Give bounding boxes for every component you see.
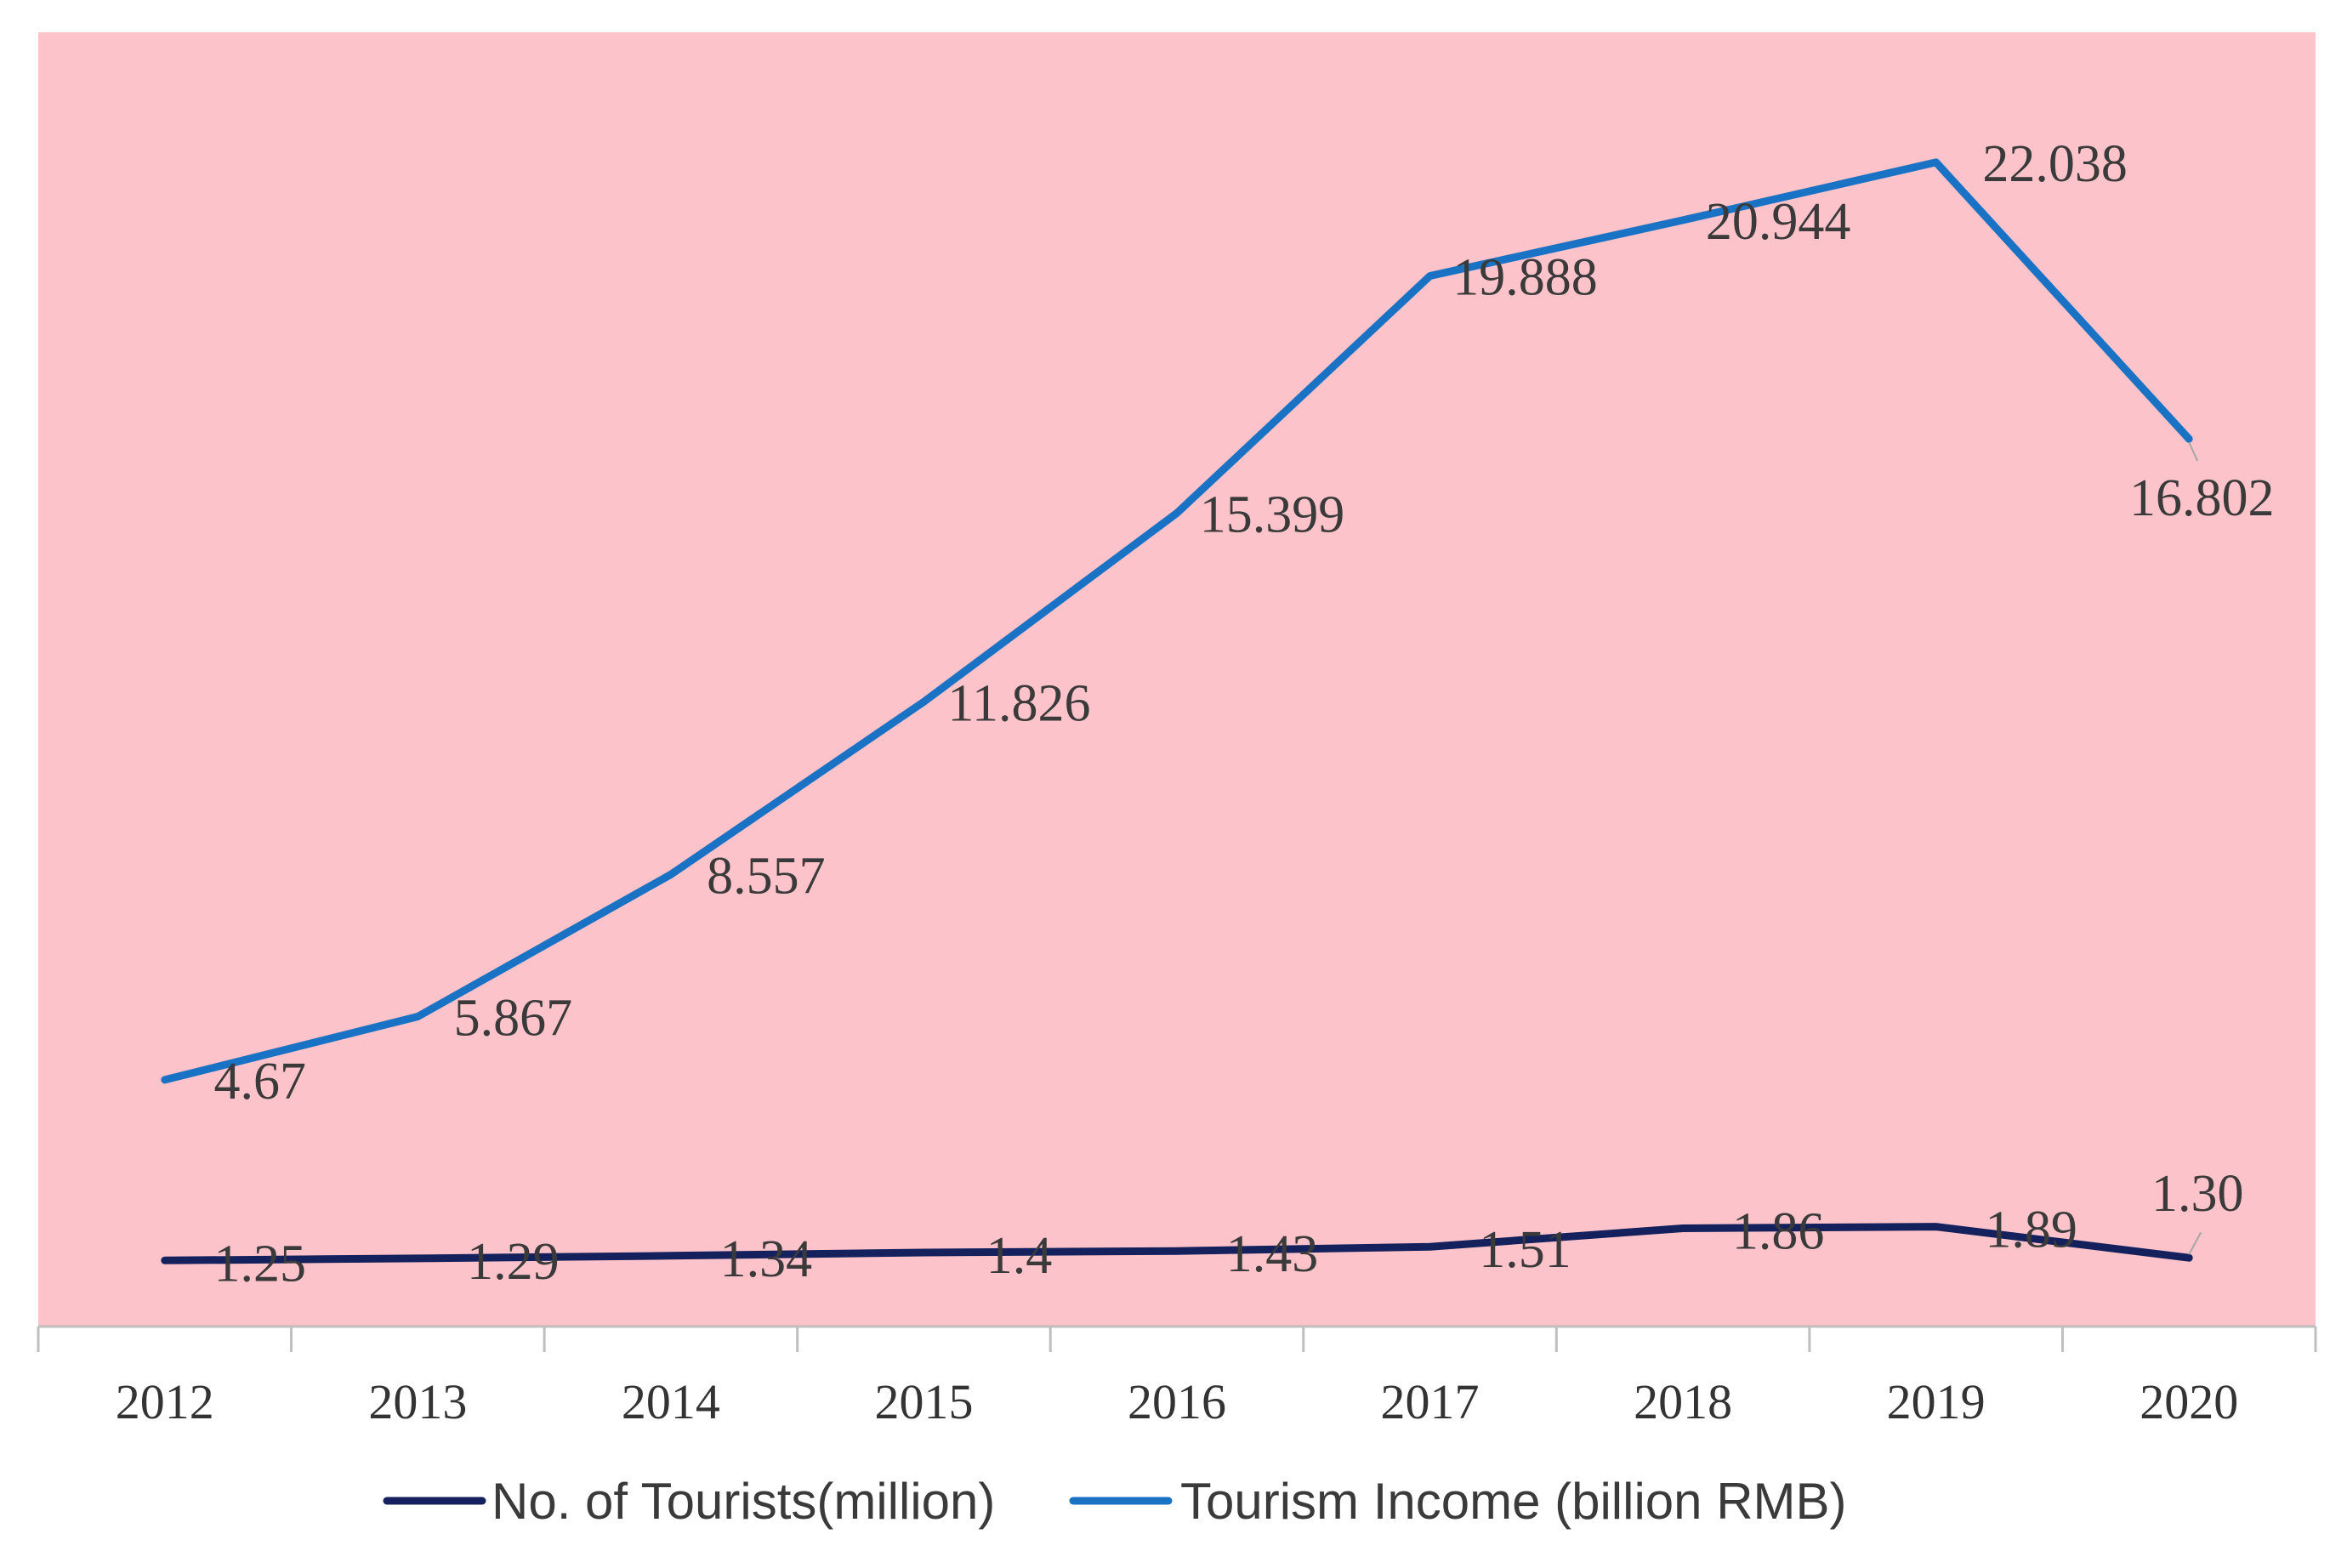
data-label-income: 11.826 [947, 674, 1090, 732]
plot-background [38, 32, 2316, 1327]
data-label-income: 15.399 [1200, 486, 1345, 543]
data-label-tourists: 1.29 [467, 1233, 560, 1291]
data-label-income: 16.802 [2129, 469, 2275, 527]
legend: No. of Tourists(million) Tourism Income … [383, 1473, 1847, 1530]
x-tick-label: 2014 [622, 1374, 720, 1429]
legend-label-income: Tourism Income (billion RMB) [1180, 1473, 1847, 1530]
data-label-income: 22.038 [1982, 135, 2128, 193]
series-lines [161, 158, 2193, 1264]
legend-label-tourists: No. of Tourists(million) [492, 1473, 995, 1530]
series-line-tourists [161, 1223, 2193, 1264]
data-label-tourists: 1.4 [986, 1227, 1053, 1285]
data-label-tourists: 1.30 [2151, 1165, 2244, 1223]
legend-item-tourists: No. of Tourists(million) [383, 1473, 995, 1530]
x-axis: 2012 2013 2014 2015 2016 2017 2018 2019 2020 [37, 1325, 2317, 1429]
data-label-income: 4.67 [214, 1053, 307, 1111]
data-label-tourists: 1.51 [1479, 1221, 1571, 1279]
x-tick-label: 2012 [116, 1374, 214, 1429]
x-tick-label: 2017 [1381, 1374, 1480, 1429]
x-tick-label: 2020 [2140, 1374, 2238, 1429]
x-tick-label: 2015 [874, 1374, 973, 1429]
data-label-income: 8.557 [707, 847, 826, 905]
data-label-tourists: 1.34 [720, 1230, 813, 1288]
series-line-income [161, 158, 2193, 1084]
data-label-tourists: 1.25 [214, 1235, 307, 1292]
x-tick-label: 2019 [1887, 1374, 1986, 1429]
data-label-income: 20.944 [1706, 193, 1851, 251]
data-label-tourists: 1.86 [1732, 1202, 1825, 1260]
data-label-leader [2188, 1231, 2202, 1255]
data-label-income: 19.888 [1452, 249, 1598, 307]
data-labels: 1.25 1.29 1.34 1.4 1.43 1.51 1.86 1.89 1.30 4.67 5… [214, 135, 2275, 1292]
data-label-leader [2188, 441, 2199, 462]
data-label-tourists: 1.89 [1985, 1202, 2077, 1259]
x-tick-label: 2013 [368, 1374, 467, 1429]
legend-item-income: Tourism Income (billion RMB) [1069, 1473, 1847, 1530]
x-tick-label: 2018 [1634, 1374, 1732, 1429]
x-tick-label: 2016 [1128, 1374, 1226, 1429]
data-label-income: 5.867 [454, 990, 573, 1048]
data-label-tourists: 1.43 [1226, 1225, 1319, 1283]
